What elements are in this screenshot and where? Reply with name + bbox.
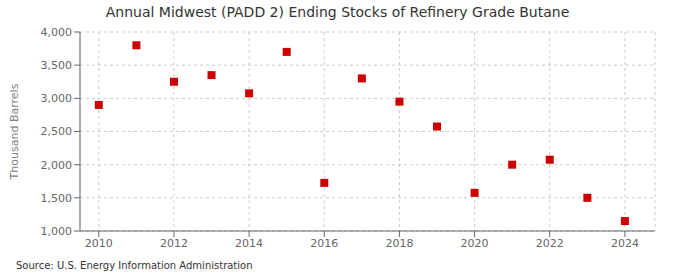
svg-text:2022: 2022 — [536, 237, 564, 250]
svg-text:2012: 2012 — [160, 237, 188, 250]
svg-text:2010: 2010 — [85, 237, 113, 250]
html-text:Source: U.S. Energy Informatio: Source: U.S. Energy Information Administ… — [16, 260, 253, 271]
svg-text:2016: 2016 — [310, 237, 338, 250]
svg-text:Thousand Barrels: Thousand Barrels — [8, 83, 21, 180]
svg-text:2018: 2018 — [385, 237, 413, 250]
svg-text:1,000: 1,000 — [41, 225, 73, 238]
svg-text:3,500: 3,500 — [41, 59, 73, 72]
svg-text:4,000: 4,000 — [41, 26, 73, 39]
svg-text:2024: 2024 — [611, 237, 639, 250]
html-text:Annual Midwest (PADD 2) Ending: Annual Midwest (PADD 2) Ending Stocks of… — [105, 4, 570, 20]
svg-text:2,000: 2,000 — [41, 159, 73, 172]
svg-text:3,000: 3,000 — [41, 92, 73, 105]
svg-text:2014: 2014 — [235, 237, 263, 250]
svg-text:2020: 2020 — [461, 237, 489, 250]
svg-text:2,500: 2,500 — [41, 125, 73, 138]
svg-text:1,500: 1,500 — [41, 192, 73, 205]
